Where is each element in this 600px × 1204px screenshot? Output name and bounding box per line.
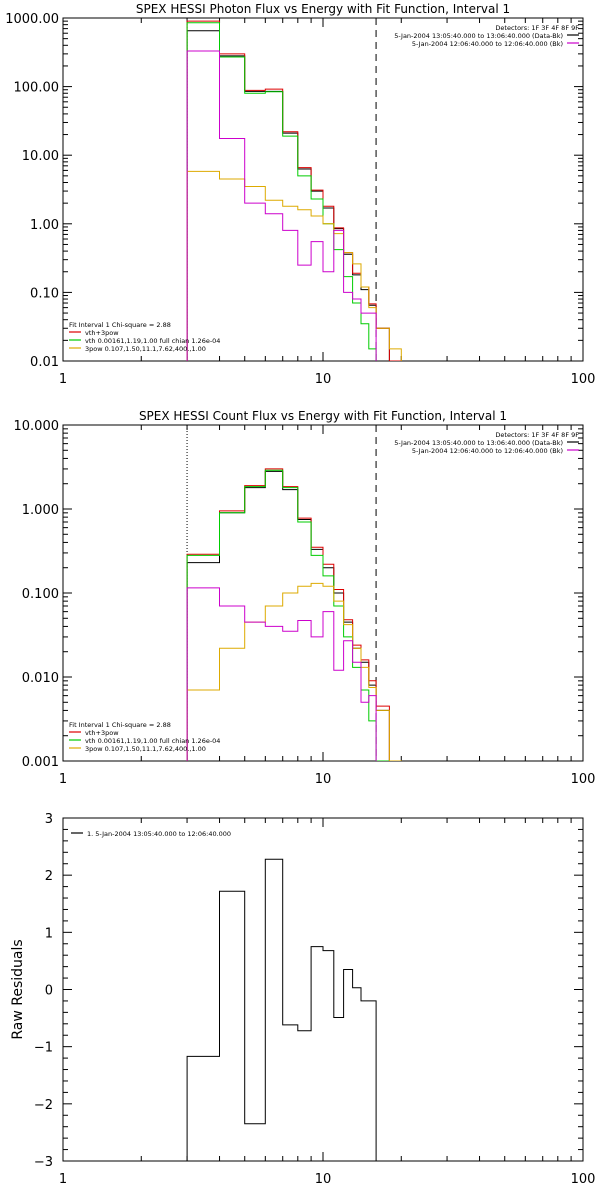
legend-entry: vth 0.00161,1.19,1.00 full chian 1.26e-0… — [85, 337, 220, 345]
series-line-1-5-jan-2004-13-05-40-000-to-12-06-40-000 — [186, 858, 377, 1161]
y-tick-label: 1.000 — [22, 503, 59, 518]
legend-entry: 5-Jan-2004 13:05:40.000 to 13:06:40.000 … — [394, 439, 563, 447]
y-tick-label: 0 — [45, 984, 53, 999]
y-tick-label: 1.00 — [30, 218, 59, 233]
x-tick-label: 10 — [315, 772, 332, 787]
series-line-vth-3pow — [186, 587, 377, 761]
y-tick-label: 0.01 — [30, 355, 59, 370]
legend-entry: 5-Jan-2004 12:06:40.000 to 12:06:40.000 … — [412, 447, 563, 455]
chart-title: SPEX HESSI Photon Flux vs Energy with Fi… — [136, 2, 510, 16]
y-tick-label: −1 — [34, 1041, 53, 1056]
x-tick-label: 1 — [59, 372, 67, 387]
y-tick-label: 0.100 — [22, 587, 59, 602]
y-tick-label: 0.010 — [22, 671, 59, 686]
x-tick-label: 1 — [59, 1172, 67, 1187]
x-tick-label: 100 — [571, 1172, 596, 1187]
legend-entry: 3pow 0.107,1.50,11.1,7.62,400.,1.00 — [85, 745, 206, 753]
legend-detectors: Detectors: 1F 3F 4F 8F 9F — [495, 431, 579, 439]
legend-entry: 5-Jan-2004 12:06:40.000 to 12:06:40.000 … — [412, 40, 563, 48]
y-tick-label: 1 — [45, 926, 53, 941]
y-tick-label: 10.000 — [14, 419, 60, 434]
y-tick-label: −2 — [34, 1098, 53, 1113]
x-tick-label: 100 — [571, 372, 596, 387]
legend-entry: 1. 5-Jan-2004 13:05:40.000 to 12:06:40.0… — [87, 830, 231, 838]
chart-title: SPEX HESSI Count Flux vs Energy with Fit… — [139, 409, 507, 423]
legend-entry: vth+3pow — [85, 729, 119, 737]
series-line-vth-3pow — [186, 50, 377, 361]
series-line-series1 — [186, 20, 402, 361]
series-line-series1 — [186, 468, 402, 761]
plot-frame — [62, 817, 584, 1162]
y-tick-label: −3 — [34, 1155, 53, 1170]
y-tick-label: 1000.00 — [5, 12, 59, 27]
legend-entry: vth 0.00161,1.19,1.00 full chian 1.26e-0… — [85, 737, 220, 745]
x-tick-label: 1 — [59, 772, 67, 787]
y-axis-label: Raw Residuals — [10, 939, 26, 1039]
legend-fit-header: Fit Interval 1 Chi-square = 2.88 — [69, 321, 171, 329]
y-tick-label: 2 — [45, 869, 53, 884]
legend-detectors: Detectors: 1F 3F 4F 8F 9F — [495, 24, 579, 32]
plot-frame — [62, 17, 584, 362]
series-line-vth — [186, 469, 390, 761]
legend-fit-header: Fit Interval 1 Chi-square = 2.88 — [69, 721, 171, 729]
legend-entry: 3pow 0.107,1.50,11.1,7.62,400.,1.00 — [85, 345, 206, 353]
y-tick-label: 0.001 — [22, 755, 59, 770]
y-tick-label: 3 — [45, 812, 53, 827]
legend-entry: vth+3pow — [85, 329, 119, 337]
plot-frame — [62, 424, 584, 762]
x-tick-label: 100 — [571, 772, 596, 787]
legend-entry: 5-Jan-2004 13:05:40.000 to 13:06:40.000 … — [394, 32, 563, 40]
y-tick-label: 100.00 — [14, 81, 60, 96]
x-tick-label: 10 — [315, 1172, 332, 1187]
y-tick-label: 10.00 — [22, 149, 59, 164]
series-line-3pow — [186, 170, 402, 361]
y-tick-label: 0.10 — [30, 286, 59, 301]
x-tick-label: 10 — [315, 372, 332, 387]
series-line-series0 — [186, 470, 402, 761]
